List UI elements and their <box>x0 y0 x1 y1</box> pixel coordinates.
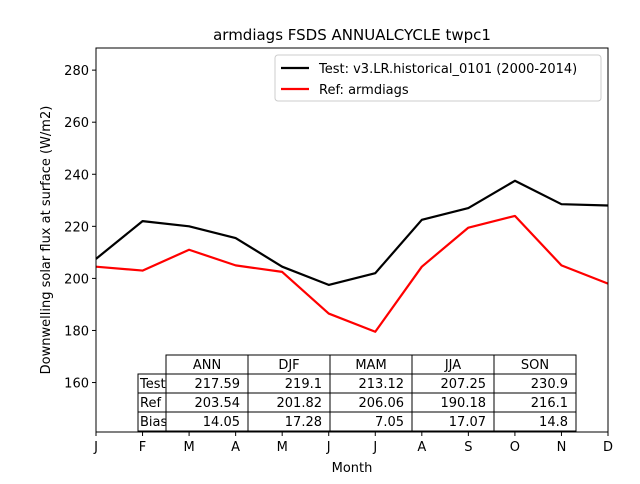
table-row-label: Ref <box>140 396 161 411</box>
y-axis-label: Downwelling solar flux at surface (W/m2) <box>39 106 54 375</box>
table-header-label: MAM <box>355 358 386 373</box>
table-header-label: DJF <box>278 358 299 373</box>
table-cell-value: 17.07 <box>449 415 486 430</box>
table-cell-value: 207.25 <box>441 377 487 392</box>
table-cell-value: 216.1 <box>531 396 568 411</box>
x-tick-label: J <box>326 440 331 455</box>
table-header-label: SON <box>521 358 549 373</box>
table-header-label: ANN <box>193 358 221 373</box>
table-cell-value: 217.59 <box>195 377 241 392</box>
table-cell-value: 14.05 <box>203 415 240 430</box>
x-tick-label: D <box>603 440 613 455</box>
x-tick-label: S <box>464 440 472 455</box>
series-line-1 <box>95 214 609 333</box>
table-cell-value: 213.12 <box>359 377 405 392</box>
table-cell-value: 14.8 <box>539 415 568 430</box>
table-row-label: Bias <box>140 415 167 430</box>
x-tick-label: M <box>183 440 194 455</box>
y-tick-label: 220 <box>64 220 89 235</box>
plot-frame <box>95 47 609 433</box>
x-tick-label: O <box>510 440 520 455</box>
y-tick-label: 180 <box>64 324 89 339</box>
table-cell-value: 201.82 <box>277 396 323 411</box>
x-tick-label: A <box>417 440 426 455</box>
legend-label: Ref: armdiags <box>319 83 409 98</box>
y-tick-label: 200 <box>64 272 89 287</box>
table-cell-value: 219.1 <box>285 377 322 392</box>
x-tick-label: F <box>139 440 146 455</box>
y-tick-label: 160 <box>64 377 89 392</box>
table-cell-value: 190.18 <box>441 396 487 411</box>
x-tick-label: J <box>93 440 98 455</box>
y-tick-label: 260 <box>64 116 89 131</box>
chart-title: armdiags FSDS ANNUALCYCLE twpc1 <box>213 26 491 44</box>
y-tick-label: 240 <box>64 168 89 183</box>
series-line-0 <box>95 179 609 287</box>
x-tick-label: N <box>557 440 567 455</box>
table-header-label: JJA <box>444 358 461 373</box>
table-cell-value: 7.05 <box>375 415 404 430</box>
table-row-label: Test <box>139 377 166 392</box>
x-tick-label: M <box>277 440 288 455</box>
table-cell-value: 230.9 <box>531 377 568 392</box>
legend <box>274 54 602 102</box>
x-tick-label: J <box>372 440 377 455</box>
x-axis-label: Month <box>332 461 373 476</box>
table-cell-value: 17.28 <box>285 415 322 430</box>
y-tick-label: 280 <box>64 64 89 79</box>
table-cell-value: 206.06 <box>359 396 405 411</box>
table-cell-value: 203.54 <box>195 396 241 411</box>
x-tick-label: A <box>231 440 240 455</box>
table-cell <box>493 411 577 432</box>
legend-label: Test: v3.LR.historical_0101 (2000-2014) <box>318 62 577 77</box>
